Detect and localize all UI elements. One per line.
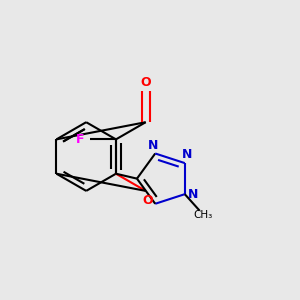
Text: CH₃: CH₃: [193, 210, 212, 220]
Text: N: N: [182, 148, 193, 161]
Text: N: N: [188, 188, 198, 201]
Text: O: O: [140, 76, 151, 89]
Text: F: F: [76, 133, 85, 146]
Text: N: N: [147, 139, 158, 152]
Text: O: O: [142, 194, 153, 207]
